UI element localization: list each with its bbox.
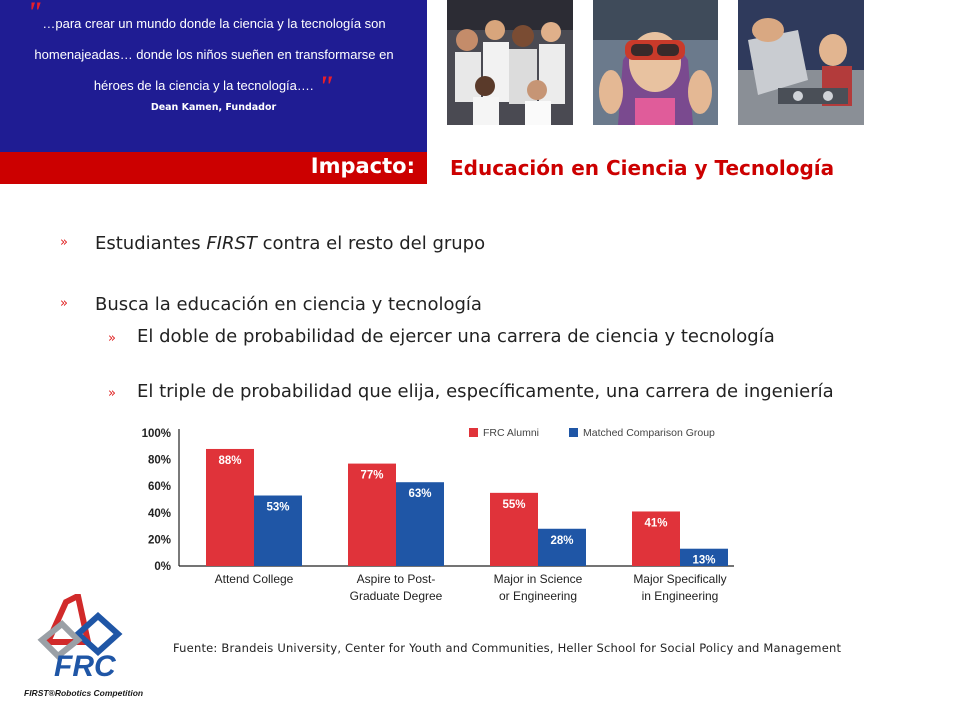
bullet-marker-icon: » — [108, 386, 116, 401]
legend-label: FRC Alumni — [483, 427, 539, 439]
bar-comparison-group — [680, 548, 728, 566]
students-photo — [447, 0, 573, 125]
bar-comparison-group — [254, 495, 302, 566]
close-quote-icon: " — [317, 70, 335, 103]
x-category-label: Major in Science — [494, 572, 583, 586]
comparison-bar-chart: 0% 20% 40% 60% 80% 100% 88% 53% Attend College 77… — [134, 414, 751, 613]
frc-logo-wordmark: FRC — [54, 650, 117, 683]
x-category-label: or Engineering — [499, 589, 577, 603]
quote-line-2: homenajeadas… donde los niños sueñen en … — [34, 47, 394, 62]
bar-data-label: 53% — [266, 502, 289, 514]
bar-data-label: 63% — [408, 488, 431, 500]
first-emphasis: FIRST — [206, 233, 257, 254]
bar-frc-alumni — [490, 492, 538, 566]
x-category-label: Graduate Degree — [350, 589, 443, 603]
frc-tagline: FIRST®Robotics Competition — [24, 688, 144, 698]
bar-data-label: 88% — [218, 455, 241, 467]
bar-frc-alumni — [632, 511, 680, 566]
y-tick-label: 80% — [148, 455, 171, 467]
legend-label: Matched Comparison Group — [583, 427, 715, 439]
frc-logo: FRC — [28, 591, 168, 704]
legend-swatch — [569, 428, 578, 437]
goggles-photo — [593, 0, 718, 125]
quote-panel: " …para crear un mundo donde la ciencia … — [0, 0, 427, 152]
impact-label: Impacto: — [310, 154, 415, 178]
bar-comparison-group — [396, 482, 444, 566]
x-category-label: in Engineering — [642, 589, 719, 603]
bullet-marker-icon: » — [60, 235, 68, 250]
x-category-label: Aspire to Post- — [357, 572, 436, 586]
source-citation: Fuente: Brandeis University, Center for … — [173, 641, 842, 655]
bar-data-label: 28% — [550, 535, 573, 547]
quote-text: …para crear un mundo donde la ciencia y … — [18, 8, 410, 103]
y-tick-label: 20% — [148, 534, 171, 546]
bullet-marker-icon: » — [60, 296, 68, 311]
impact-band: Impacto: — [0, 152, 427, 184]
bar-frc-alumni — [348, 463, 396, 566]
y-tick-label: 0% — [154, 561, 171, 573]
bar-comparison-group — [538, 528, 586, 566]
page-title: Educación en Ciencia y Tecnología — [450, 156, 835, 180]
y-tick-label: 100% — [142, 428, 171, 440]
bar-data-label: 13% — [692, 555, 715, 567]
robot-work-photo — [738, 0, 864, 125]
bar-frc-alumni — [206, 448, 254, 566]
x-category-label: Major Specifically — [633, 572, 726, 586]
y-tick-label: 60% — [148, 481, 171, 493]
quote-author: Dean Kamen, Fundador — [150, 102, 277, 113]
quote-line-1: …para crear un mundo donde la ciencia y … — [42, 16, 386, 31]
bar-chart-svg: 0% 20% 40% 60% 80% 100% 88% 53% Attend College 77… — [142, 427, 751, 603]
bar-data-label: 55% — [502, 499, 525, 511]
legend-swatch — [469, 428, 478, 437]
bar-data-label: 77% — [360, 470, 383, 482]
bar-data-label: 41% — [644, 517, 667, 529]
y-tick-label: 40% — [148, 508, 171, 520]
quote-line-3: héroes de la ciencia y la tecnología…. " — [93, 70, 335, 103]
x-category-label: Attend College — [215, 572, 294, 586]
sub-bullet-triple-clip: » El triple de probabilidad que elija, e… — [108, 380, 868, 409]
bullet-marker-icon: » — [108, 331, 116, 346]
